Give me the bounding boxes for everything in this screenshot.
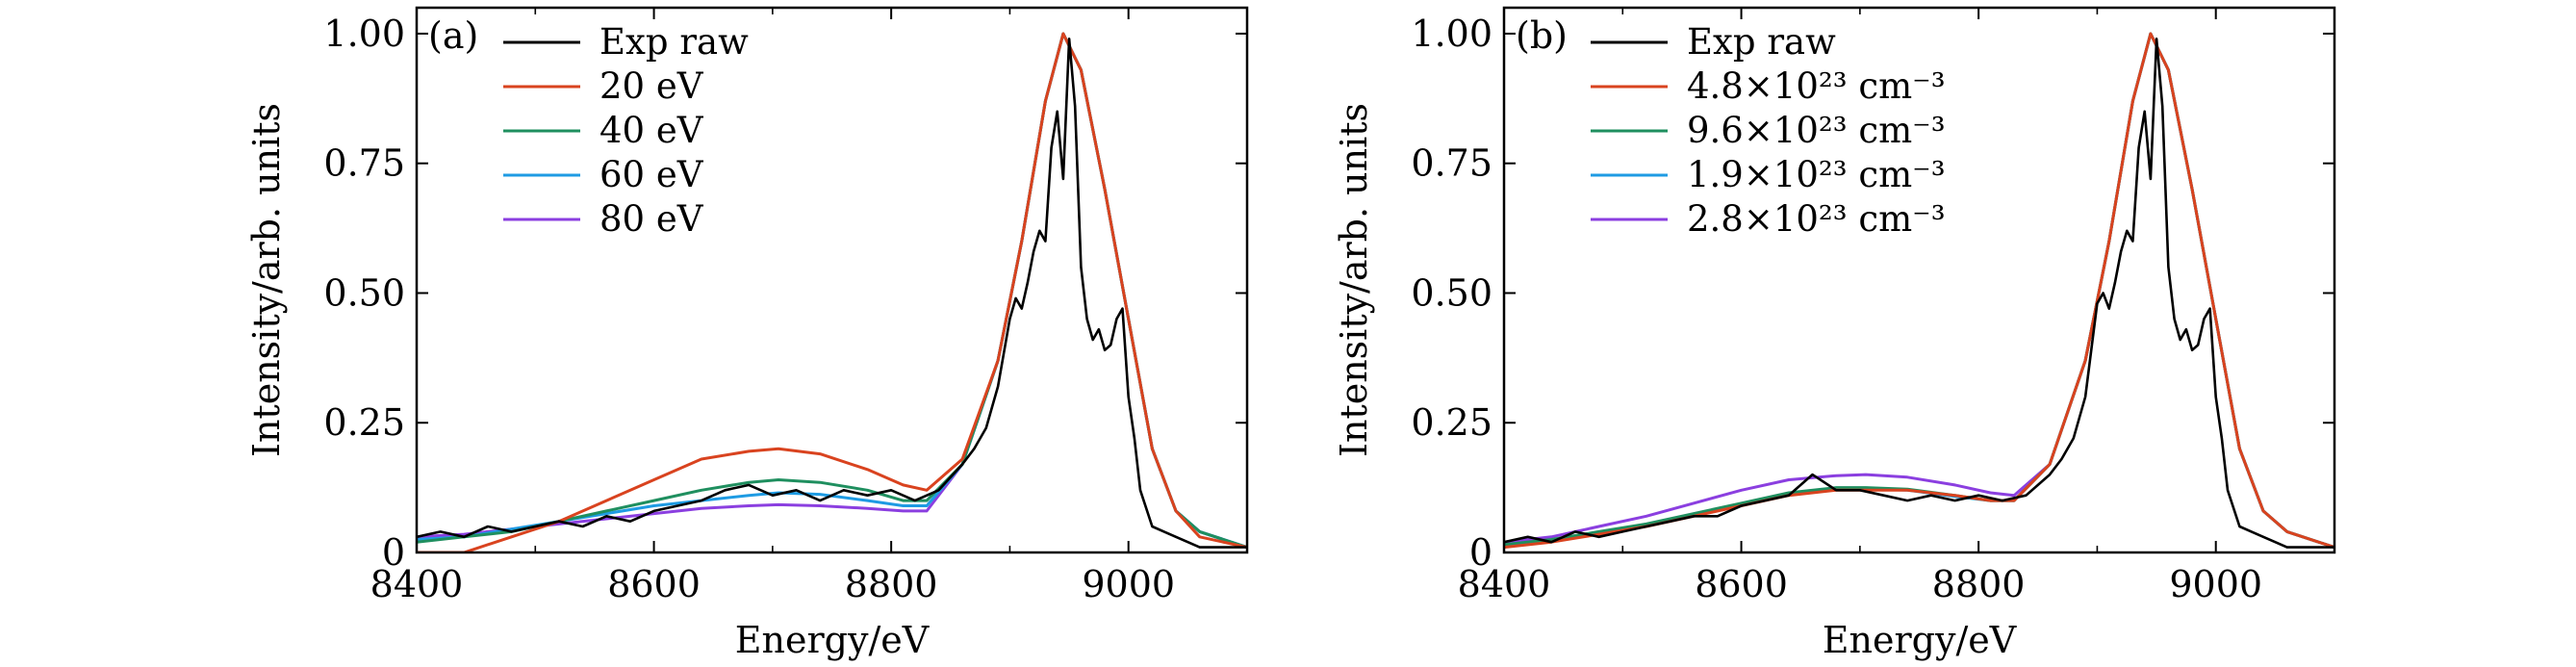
chart-panel-b: 8400 8600 8800 9000 0 0.25 0.50 0.75 1.00 Energy/… xyxy=(1333,6,2336,661)
y-axis-title: Intensity/arb. units xyxy=(1333,103,1375,457)
series-line xyxy=(1504,38,2334,549)
y-tick-label: 0.50 xyxy=(323,271,405,314)
x-tick-label: 8600 xyxy=(607,563,701,605)
legend-label: 80 eV xyxy=(599,198,704,240)
x-tick-label: 8800 xyxy=(845,563,938,605)
legend-label: Exp raw xyxy=(599,21,749,63)
y-tick-label: 0.25 xyxy=(323,401,405,444)
legend-label: 4.8×10²³ cm⁻³ xyxy=(1687,65,1946,107)
y-tick-label: 1.00 xyxy=(1411,13,1492,55)
y-tick-label: 1.00 xyxy=(323,13,405,55)
x-axis-title: Energy/eV xyxy=(1823,619,2017,661)
x-tick-label: 8600 xyxy=(1695,563,1788,605)
panel-label: (b) xyxy=(1516,14,1568,57)
legend-label: 9.6×10²³ cm⁻³ xyxy=(1687,110,1946,151)
legend-label: Exp raw xyxy=(1687,21,1836,63)
y-tick-label: 0 xyxy=(382,531,405,574)
chart-panel-a: 8400 8600 8800 9000 0 0.25 0.50 0.75 1.00 Energy/… xyxy=(245,6,1249,661)
axes-frame xyxy=(415,6,1249,554)
x-tick-label: 9000 xyxy=(1082,563,1175,605)
y-tick-label: 0.50 xyxy=(1411,271,1492,314)
x-tick-label: 8800 xyxy=(1932,563,2026,605)
plot-area xyxy=(417,32,1247,552)
y-tick-label: 0.75 xyxy=(323,142,405,185)
legend-label: 2.8×10²³ cm⁻³ xyxy=(1687,198,1946,240)
x-tick-label: 9000 xyxy=(2169,563,2262,605)
series-line xyxy=(417,32,1247,552)
legend-label: 20 eV xyxy=(599,65,704,107)
panel-label: (a) xyxy=(428,14,478,57)
y-tick-label: 0.75 xyxy=(1411,142,1492,185)
legend-label: 40 eV xyxy=(599,110,704,151)
x-tick-label: 8400 xyxy=(370,563,464,605)
legend-label: 1.9×10²³ cm⁻³ xyxy=(1687,154,1946,195)
plot-area xyxy=(1504,32,2334,550)
series-line xyxy=(417,38,1247,549)
y-axis-title: Intensity/arb. units xyxy=(245,103,288,457)
y-tick-label: 0 xyxy=(1469,531,1492,574)
legend-label: 60 eV xyxy=(599,154,704,195)
y-tick-label: 0.25 xyxy=(1411,401,1492,444)
x-tick-label: 8400 xyxy=(1458,563,1551,605)
x-axis-title: Energy/eV xyxy=(735,619,930,661)
axes-frame xyxy=(1502,6,2336,554)
